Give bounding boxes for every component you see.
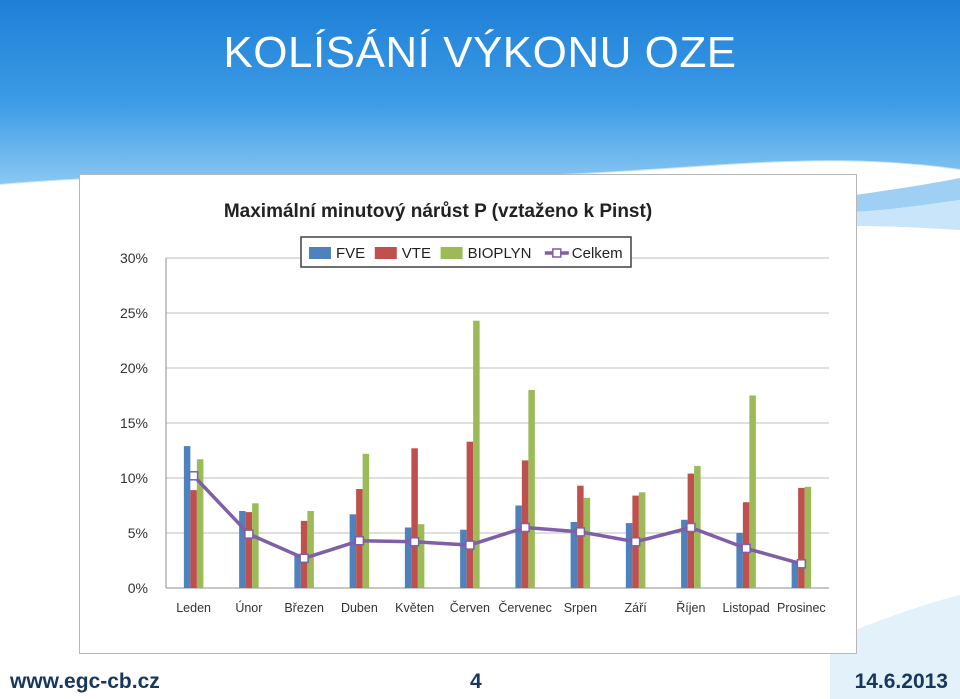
- bar-fve-2: [239, 511, 246, 588]
- bar-vte-5: [411, 448, 418, 588]
- y-tick-label: 30%: [120, 250, 148, 266]
- point-celkem-7: [520, 522, 530, 533]
- point-celkem-8: [575, 527, 586, 537]
- x-tick-label: Prosinec: [777, 601, 826, 615]
- bar-vte-12: [798, 487, 805, 588]
- y-tick-label: 0%: [128, 580, 148, 596]
- slide-title: KOLÍSÁNÍ VÝKONU OZE: [223, 28, 737, 77]
- x-tick-label: Červenec: [498, 600, 552, 615]
- y-tick-label: 5%: [128, 525, 148, 541]
- legend-swatch-bioplyn: [440, 247, 463, 259]
- x-tick-label: Srpen: [564, 601, 597, 615]
- bar-fve-6: [460, 529, 467, 588]
- x-tick-label: Leden: [176, 601, 211, 615]
- bar-fve-1: [183, 446, 191, 588]
- bar-vte-8: [577, 485, 584, 588]
- footer-url[interactable]: www.egc-cb.cz: [10, 670, 160, 693]
- bar-bioplyn-4: [362, 453, 370, 588]
- bar-bioplyn-11: [749, 395, 756, 588]
- bar-fve-7: [515, 505, 522, 588]
- point-celkem-5: [409, 537, 420, 547]
- bar-fve-8: [570, 522, 578, 588]
- bar-fve-3: [294, 553, 301, 588]
- bar-fve-9: [625, 523, 633, 588]
- x-tick-label: Únor: [235, 600, 262, 615]
- bar-fve-12: [791, 560, 799, 588]
- line-celkem: [192, 474, 802, 566]
- y-tick-label: 15%: [120, 415, 148, 431]
- legend-swatch-fve: [309, 247, 331, 259]
- x-tick-label: Září: [625, 601, 648, 615]
- bar-bioplyn-3: [307, 511, 314, 588]
- legend-label-bioplyn: BIOPLYN: [468, 245, 532, 262]
- bar-bioplyn-10: [694, 465, 701, 588]
- legend-label-fve: FVE: [336, 245, 365, 262]
- bar-bioplyn-2: [252, 503, 259, 588]
- legend-swatch-vte: [374, 247, 397, 259]
- y-tick-label: 20%: [120, 360, 148, 376]
- y-tick-label: 10%: [120, 470, 148, 486]
- point-celkem-10: [686, 522, 696, 533]
- point-celkem-1: [188, 471, 199, 481]
- chart-frame: Maximální minutový nárůst P (vztaženo k …: [79, 174, 857, 654]
- x-tick-label: Duben: [341, 601, 378, 615]
- legend-box: [300, 236, 632, 268]
- bar-vte-2: [245, 512, 253, 588]
- bar-fve-5: [404, 527, 412, 588]
- x-tick-label: Květen: [395, 601, 434, 615]
- bar-bioplyn-6: [473, 320, 480, 588]
- point-celkem-6: [465, 540, 475, 550]
- footer-date: 14.6.2013: [854, 670, 948, 693]
- bar-bioplyn-5: [417, 524, 425, 588]
- x-tick-label: Listopad: [722, 601, 769, 615]
- bar-vte-6: [466, 441, 474, 588]
- bar-line-chart: Maximální minutový nárůst P (vztaženo k …: [120, 201, 829, 615]
- chart-title: Maximální minutový nárůst P (vztaženo k …: [224, 201, 652, 222]
- bar-bioplyn-7: [528, 390, 535, 588]
- x-tick-label: Březen: [284, 601, 324, 615]
- point-celkem-9: [630, 537, 641, 547]
- bar-fve-11: [736, 533, 743, 588]
- legend-label-vte: VTE: [402, 245, 431, 262]
- legend-marker-celkem: [552, 248, 562, 258]
- point-celkem-2: [244, 529, 254, 539]
- point-celkem-4: [354, 535, 365, 546]
- bar-bioplyn-1: [196, 459, 204, 588]
- bar-vte-1: [190, 490, 197, 588]
- bar-fve-4: [349, 514, 357, 588]
- point-celkem-11: [741, 543, 751, 554]
- point-celkem-12: [796, 559, 807, 569]
- legend-label-celkem: Celkem: [572, 245, 623, 262]
- page-number: 4: [470, 670, 482, 693]
- x-tick-label: Červen: [450, 600, 490, 615]
- bar-bioplyn-12: [804, 486, 812, 588]
- point-celkem-3: [299, 553, 309, 564]
- bar-fve-10: [681, 519, 688, 588]
- y-tick-label: 25%: [120, 305, 148, 321]
- bar-bioplyn-8: [583, 497, 591, 588]
- x-tick-label: Říjen: [676, 600, 705, 615]
